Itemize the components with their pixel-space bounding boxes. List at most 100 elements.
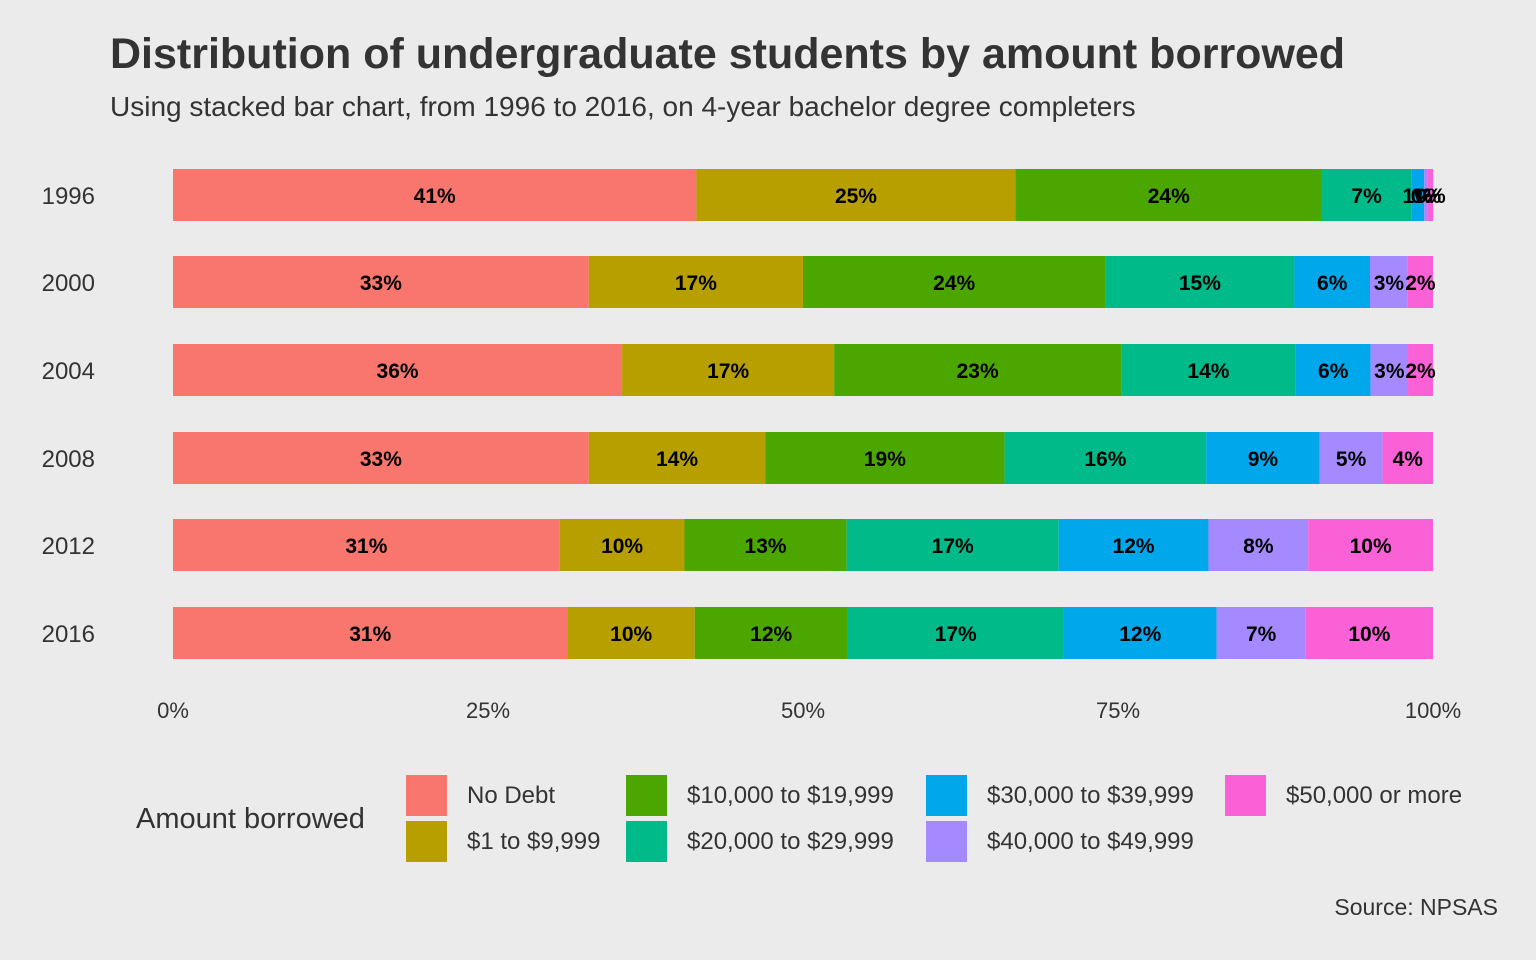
bars-layer: [173, 169, 1433, 659]
bar-segment-2012-50-000-or-more: [1308, 519, 1433, 571]
bar-segment-2016-10-000-to-19-999: [694, 607, 848, 659]
bar-segment-2000-40-000-to-49-999: [1370, 256, 1408, 308]
chart-title: Distribution of undergraduate students b…: [110, 30, 1346, 78]
data-label-1996-1-to-9-999: 25%: [835, 185, 877, 208]
legend-item-no-debt: No Debt: [406, 775, 555, 816]
legend-item-20000-to-29999: $20,000 to $29,999: [626, 821, 894, 862]
data-label-2008-40-000-to-49-999: 5%: [1336, 448, 1367, 471]
legend-title: Amount borrowed: [136, 803, 365, 835]
data-label-2004-10-000-to-19-999: 23%: [957, 360, 999, 383]
bar-segment-2000-20-000-to-29-999: [1105, 256, 1295, 308]
bar-segment-2016-20-000-to-29-999: [847, 607, 1064, 659]
bar-segment-2012-20-000-to-29-999: [846, 519, 1059, 571]
x-tick-label: 50%: [781, 698, 825, 723]
source-caption: Source: NPSAS: [1334, 894, 1498, 920]
bar-segment-2016-40-000-to-49-999: [1216, 607, 1306, 659]
legend-label: $20,000 to $29,999: [687, 827, 894, 855]
data-label-2016-20-000-to-29-999: 17%: [935, 623, 977, 646]
bar-segment-1996-1-to-9-999: [696, 169, 1016, 221]
bar-segment-2004-30-000-to-39-999: [1295, 344, 1371, 396]
legend-item-10000-to-19999: $10,000 to $19,999: [626, 775, 894, 816]
data-label-1996-no-debt: 41%: [414, 185, 456, 208]
bar-segment-1996-40-000-to-49-999: [1424, 169, 1428, 221]
bar-segment-2004-1-to-9-999: [622, 344, 835, 396]
y-category-label-2016: 2016: [42, 621, 95, 648]
bar-segment-2004-10-000-to-19-999: [834, 344, 1122, 396]
data-label-2012-40-000-to-49-999: 8%: [1243, 535, 1274, 558]
bar-segment-2008-50-000-or-more: [1382, 432, 1433, 484]
legend-swatch: [926, 821, 967, 862]
y-category-label-2012: 2012: [42, 533, 95, 560]
legend-swatch: [926, 775, 967, 816]
data-label-2000-50-000-or-more: 2%: [1405, 272, 1436, 295]
bar-segment-2008-10-000-to-19-999: [765, 432, 1005, 484]
data-label-1996-20-000-to-29-999: 7%: [1351, 185, 1382, 208]
data-label-2012-50-000-or-more: 10%: [1350, 535, 1392, 558]
data-label-2008-20-000-to-29-999: 16%: [1084, 448, 1126, 471]
bar-segment-1996-30-000-to-39-999: [1411, 169, 1425, 221]
bar-segment-2004-50-000-or-more: [1408, 344, 1433, 396]
data-label-2004-20-000-to-29-999: 14%: [1187, 360, 1229, 383]
bar-segment-2008-30-000-to-39-999: [1206, 432, 1320, 484]
bar-segment-1996-no-debt: [173, 169, 697, 221]
legend-swatch: [626, 775, 667, 816]
chart-subtitle: Using stacked bar chart, from 1996 to 20…: [110, 91, 1136, 122]
data-label-2004-1-to-9-999: 17%: [707, 360, 749, 383]
data-label-2008-50-000-or-more: 4%: [1393, 448, 1424, 471]
data-label-2016-40-000-to-49-999: 7%: [1246, 623, 1277, 646]
bar-segment-2000-50-000-or-more: [1407, 256, 1433, 308]
bar-segment-2012-40-000-to-49-999: [1208, 519, 1309, 571]
bar-segment-1996-50-000-or-more: [1427, 169, 1433, 221]
data-label-2016-30-000-to-39-999: 12%: [1119, 623, 1161, 646]
bar-segment-2008-no-debt: [173, 432, 589, 484]
data-label-2012-30-000-to-39-999: 12%: [1113, 535, 1155, 558]
data-label-2000-10-000-to-19-999: 24%: [933, 272, 975, 295]
bar-segment-2016-1-to-9-999: [567, 607, 695, 659]
data-label-2016-1-to-9-999: 10%: [610, 623, 652, 646]
x-axis-ticks: 0% 25% 50% 75% 100%: [157, 698, 1461, 723]
bar-segment-2000-10-000-to-19-999: [803, 256, 1106, 308]
x-tick-label: 0%: [157, 698, 189, 723]
data-label-2012-20-000-to-29-999: 17%: [932, 535, 974, 558]
bar-segment-2004-no-debt: [173, 344, 623, 396]
legend-label: No Debt: [467, 781, 556, 809]
x-tick-label: 25%: [466, 698, 510, 723]
bar-segment-1996-20-000-to-29-999: [1321, 169, 1412, 221]
legend-swatch: [406, 775, 447, 816]
bar-labels-layer: 41% 25% 24% 7% 1%0%0%33% 17% 24% 15% 6% 3% 2%36% 17…: [345, 185, 1446, 646]
x-tick-label: 75%: [1096, 698, 1140, 723]
bar-segment-2004-20-000-to-29-999: [1121, 344, 1296, 396]
bar-segment-2012-1-to-9-999: [559, 519, 685, 571]
data-label-2004-30-000-to-39-999: 6%: [1318, 360, 1349, 383]
y-category-label-2004: 2004: [42, 358, 95, 385]
x-tick-label: 100%: [1405, 698, 1461, 723]
legend-label: $10,000 to $19,999: [687, 781, 894, 809]
legend-swatch: [406, 821, 447, 862]
data-label-2008-30-000-to-39-999: 9%: [1248, 448, 1279, 471]
data-label-1996-40-000-to-49-999: 0%: [1411, 185, 1442, 208]
data-label-2008-10-000-to-19-999: 19%: [864, 448, 906, 471]
data-label-1996-30-000-to-39-999: 1%: [1403, 185, 1434, 208]
data-label-2004-50-000-or-more: 2%: [1405, 360, 1436, 383]
data-label-1996-50-000-or-more: 0%: [1415, 185, 1446, 208]
data-label-2004-40-000-to-49-999: 3%: [1374, 360, 1405, 383]
data-label-2016-50-000-or-more: 10%: [1348, 623, 1390, 646]
legend-item-50000-or-more: $50,000 or more: [1225, 775, 1462, 816]
legend-label: $30,000 to $39,999: [987, 781, 1194, 809]
data-label-2000-20-000-to-29-999: 15%: [1179, 272, 1221, 295]
data-label-2012-no-debt: 31%: [345, 535, 387, 558]
bar-segment-2000-30-000-to-39-999: [1294, 256, 1370, 308]
data-label-2008-1-to-9-999: 14%: [656, 448, 698, 471]
legend-item-40000-to-49999: $40,000 to $49,999: [926, 821, 1194, 862]
data-label-2000-no-debt: 33%: [360, 272, 402, 295]
data-label-2016-no-debt: 31%: [349, 623, 391, 646]
data-label-2016-10-000-to-19-999: 12%: [750, 623, 792, 646]
bar-segment-2016-50-000-or-more: [1305, 607, 1433, 659]
legend-item-30000-to-39999: $30,000 to $39,999: [926, 775, 1194, 816]
bar-segment-2008-20-000-to-29-999: [1004, 432, 1207, 484]
bar-segment-2012-10-000-to-19-999: [684, 519, 847, 571]
y-category-label-2000: 2000: [42, 270, 95, 297]
data-label-2012-1-to-9-999: 10%: [601, 535, 643, 558]
bar-segment-2016-no-debt: [173, 607, 568, 659]
bar-segment-2000-no-debt: [173, 256, 589, 308]
